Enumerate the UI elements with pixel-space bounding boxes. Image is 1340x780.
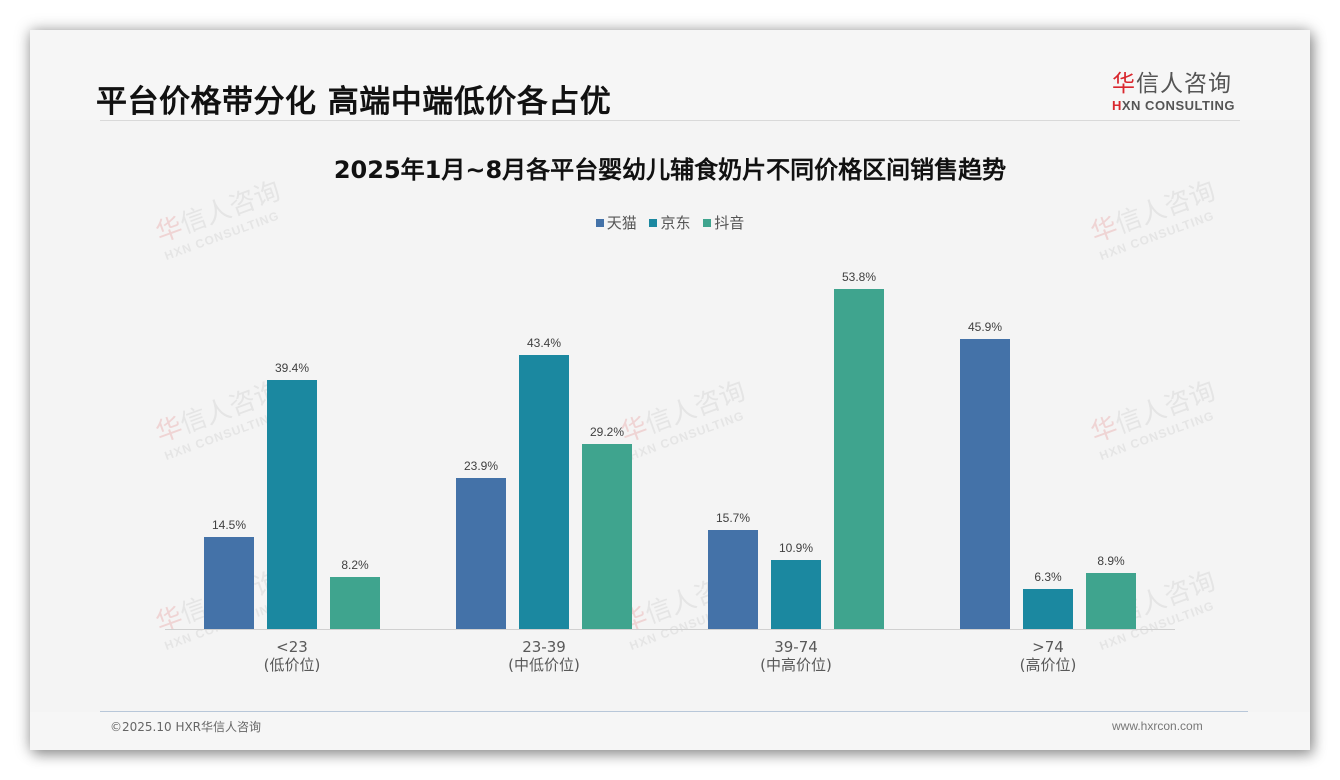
header-divider <box>100 120 1240 121</box>
legend-swatch-icon <box>703 218 712 227</box>
x-axis-category-label: <23 (低价位) <box>263 638 321 674</box>
bar-value-label: 6.3% <box>1034 570 1062 585</box>
bar-value-label: 15.7% <box>715 510 751 525</box>
bar-value-label: 14.5% <box>211 518 247 533</box>
bar-0-0 <box>204 537 254 629</box>
bar-value-label: 39.4% <box>274 361 310 375</box>
legend-item-jd: 京东 <box>649 212 691 233</box>
footer-website: www.hxrcon.com <box>1112 719 1203 733</box>
legend-item-tmall: 天猫 <box>595 212 637 233</box>
page-title: 平台价格带分化 高端中端低价各占优 <box>96 84 612 120</box>
bar-value-label: 8.2% <box>341 558 369 573</box>
bar-0-1 <box>267 380 317 629</box>
chart-legend: 天猫 京东 抖音 <box>30 212 1310 233</box>
bar-1-2 <box>582 444 632 629</box>
bar-value-label: 53.8% <box>841 270 877 284</box>
logo-cn: 华信人咨询 <box>1112 71 1232 97</box>
bar-2-1 <box>771 560 821 629</box>
company-logo: 华信人咨询 HXN CONSULTING <box>1112 64 1252 114</box>
bar-value-label: 45.9% <box>967 319 1003 334</box>
bar-chart-plot: 14.5% 39.4% 8.2% <23 (低价位) 23.9% 43.4% 29.2% 23-… <box>30 30 1310 750</box>
bar-2-0 <box>708 529 758 629</box>
legend-swatch-icon <box>595 218 604 227</box>
footer-copyright: ©2025.10 HXR华信人咨询 <box>110 720 262 734</box>
x-axis-category-label: >74 (高价位) <box>1019 638 1077 674</box>
header-band <box>30 30 1310 120</box>
x-axis-category-label: 23-39 (中低价位) <box>508 638 580 674</box>
logo-en: HXN CONSULTING <box>1112 98 1236 113</box>
x-axis-category-label: 39-74 (中高价位) <box>760 638 832 674</box>
bar-value-label: 29.2% <box>589 425 625 440</box>
legend-swatch-icon <box>649 218 658 227</box>
x-axis-baseline <box>165 629 1175 630</box>
bar-3-2 <box>1086 572 1136 629</box>
bar-3-0 <box>960 338 1010 629</box>
bar-2-2 <box>834 289 884 629</box>
legend-item-douyin: 抖音 <box>703 212 744 233</box>
footer-divider <box>100 711 1248 712</box>
bar-1-1 <box>519 354 569 629</box>
bar-3-1 <box>1023 589 1073 629</box>
footer-band <box>30 712 1310 750</box>
bar-value-label: 43.4% <box>526 335 562 350</box>
bar-value-label: 23.9% <box>463 458 499 473</box>
bar-0-2 <box>330 577 380 629</box>
bar-value-label: 10.9% <box>778 541 814 556</box>
bar-value-label: 8.9% <box>1097 553 1125 568</box>
bar-1-0 <box>456 477 506 629</box>
chart-title: 2025年1月~8月各平台婴幼儿辅食奶片不同价格区间销售趋势 <box>333 156 1007 184</box>
